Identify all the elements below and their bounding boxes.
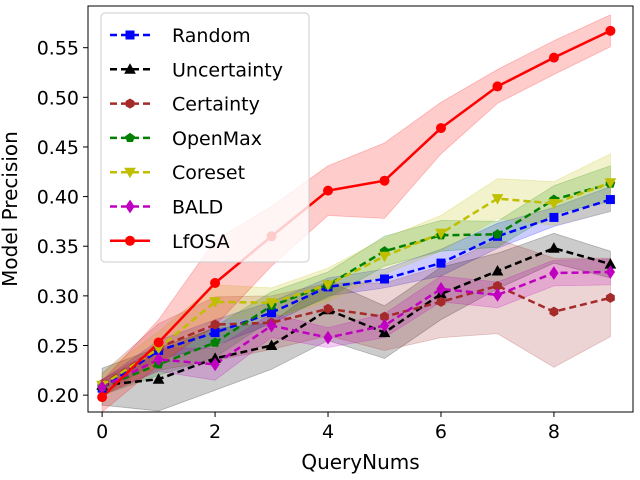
legend-label-openmax: OpenMax	[172, 128, 262, 150]
legend-marker-lfosa	[125, 235, 135, 246]
coreset-point	[378, 251, 391, 263]
bald-point	[153, 352, 164, 367]
openmax-line	[101, 182, 611, 389]
certainty-point	[323, 303, 333, 314]
legend-marker-openmax	[125, 132, 135, 142]
openmax-point	[492, 229, 503, 239]
uncertainty-point	[152, 373, 165, 384]
bald-point	[266, 318, 277, 333]
lfosa-point	[605, 25, 616, 36]
lfosa-line	[101, 29, 611, 398]
certainty-point	[549, 306, 559, 317]
random-point	[267, 308, 277, 318]
lfosa-point	[97, 392, 108, 403]
legend-label-uncertainty: Uncertainty	[172, 59, 283, 81]
legend-marker-random	[125, 30, 135, 40]
coreset-point	[322, 280, 334, 291]
coreset-point	[604, 178, 617, 189]
legend-marker-bald	[125, 199, 135, 214]
legend-marker-certainty	[125, 98, 135, 109]
coreset-point	[265, 298, 278, 309]
lfosa-point	[153, 337, 164, 348]
legend-marker-uncertainty	[124, 63, 136, 74]
random-point	[436, 258, 446, 268]
random-band	[101, 186, 611, 396]
x-tick-label: 8	[548, 421, 560, 443]
legend-label-certainty: Certainty	[172, 94, 260, 116]
bald-point	[210, 357, 220, 372]
lfosa-point	[435, 123, 446, 134]
x-tick-label: 4	[322, 421, 334, 443]
y-axis-ticks: 0.20 0.25 0.30 0.35 0.40 0.45 0.50 0.55	[37, 38, 88, 407]
lfosa-point	[210, 277, 221, 288]
lfosa-point	[548, 52, 559, 63]
y-tick-label: 0.55	[37, 38, 79, 60]
y-axis-label: Model Precision	[0, 131, 22, 287]
x-tick-label: 0	[96, 421, 108, 443]
series-markers	[96, 25, 617, 403]
certainty-point	[436, 296, 446, 307]
bald-point	[323, 330, 333, 345]
x-axis-ticks: 0 2 4 6 8	[96, 412, 560, 443]
coreset-point	[209, 297, 221, 308]
lfosa-point	[492, 81, 503, 92]
coreset-point	[548, 199, 560, 210]
bald-point	[549, 266, 559, 280]
legend-label-bald: BALD	[172, 197, 223, 219]
certainty-point	[606, 292, 615, 303]
random-line	[101, 198, 611, 390]
y-tick-label: 0.30	[37, 286, 79, 308]
legend-label-random: Random	[172, 25, 251, 47]
random-point	[380, 274, 390, 284]
y-tick-label: 0.35	[37, 236, 79, 258]
bald-point	[379, 318, 390, 333]
legend-marker-coreset	[124, 167, 136, 179]
bald-point	[492, 287, 503, 302]
legend: Random Uncertainty Certainty OpenMax Coreset…	[100, 12, 310, 263]
y-tick-label: 0.40	[37, 187, 79, 209]
bald-line	[101, 270, 611, 389]
uncertainty-point	[491, 264, 504, 276]
legend-label-coreset: Coreset	[172, 162, 245, 184]
plot-frame	[87, 5, 634, 413]
y-tick-label: 0.20	[37, 385, 79, 407]
bald-point	[605, 265, 616, 279]
x-axis-label: QueryNums	[301, 450, 419, 474]
uncertainty-point	[548, 242, 560, 253]
y-tick-label: 0.50	[37, 87, 79, 109]
coreset-band	[101, 153, 611, 398]
coreset-line	[101, 181, 611, 387]
uncertainty-point	[265, 339, 278, 350]
random-point	[605, 195, 615, 205]
y-tick-label: 0.25	[37, 335, 79, 357]
bald-point	[436, 281, 446, 296]
coreset-point	[491, 194, 504, 205]
series-lines	[101, 29, 611, 398]
random-point	[210, 328, 220, 338]
x-tick-label: 2	[209, 421, 221, 443]
random-point	[549, 212, 559, 222]
y-tick-label: 0.45	[37, 137, 79, 159]
x-tick-label: 6	[435, 421, 447, 443]
openmax-point	[210, 337, 220, 347]
certainty-point	[210, 319, 220, 330]
legend-label-lfosa: LfOSA	[172, 231, 230, 253]
uncertainty-line	[101, 246, 611, 387]
lfosa-point	[379, 175, 390, 186]
legend-box	[100, 12, 310, 263]
coreset-point	[435, 228, 447, 240]
lfosa-point	[323, 185, 334, 196]
